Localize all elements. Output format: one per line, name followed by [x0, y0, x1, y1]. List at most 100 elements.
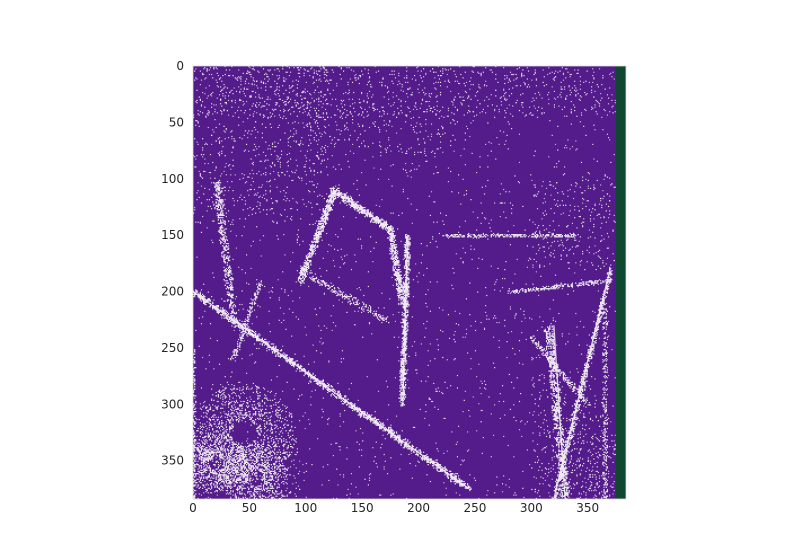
heatmap-cell [271, 343, 274, 345]
heatmap-cell [366, 413, 368, 415]
heatmap-cell [393, 336, 395, 338]
heatmap-cell [255, 96, 257, 98]
heatmap-cell [291, 170, 293, 173]
heatmap-cell [225, 212, 227, 214]
heatmap-cell [538, 224, 540, 227]
heatmap-cell [327, 116, 329, 118]
heatmap-cell [318, 104, 320, 106]
heatmap-cell [258, 208, 260, 210]
heatmap-cell [238, 116, 240, 118]
heatmap-cell [203, 294, 205, 297]
heatmap-cell [333, 393, 336, 395]
heatmap-cell [288, 108, 291, 111]
heatmap-cell [327, 464, 329, 466]
heatmap-cell [241, 290, 243, 292]
heatmap-cell [346, 204, 348, 206]
heatmap-cell [211, 93, 213, 95]
heatmap-cell [196, 199, 198, 201]
heatmap-cell [520, 308, 522, 310]
heatmap-cell [204, 158, 206, 160]
heatmap-cell [196, 473, 198, 475]
heatmap-cell [283, 77, 285, 79]
heatmap-cell [363, 100, 365, 103]
heatmap-cell [412, 129, 415, 131]
heatmap-cell [275, 355, 277, 357]
heatmap-cell [391, 431, 393, 433]
heatmap-cell [443, 467, 445, 469]
heatmap-cell [276, 235, 278, 237]
heatmap-cell [497, 81, 499, 83]
heatmap-cell [194, 138, 196, 140]
heatmap-cell [481, 186, 483, 188]
heatmap-cell [432, 150, 434, 152]
heatmap-cell [578, 98, 580, 100]
heatmap-cell [514, 317, 516, 319]
heatmap-cell [407, 379, 409, 381]
heatmap-cell [587, 171, 589, 174]
heatmap-cell [446, 387, 448, 389]
heatmap-cell [251, 162, 253, 165]
heatmap-cell [418, 84, 420, 86]
heatmap-cell [363, 140, 365, 142]
heatmap-cell [194, 296, 196, 298]
heatmap-cell [406, 442, 408, 444]
heatmap-cell [481, 111, 483, 113]
heatmap-cell [304, 69, 306, 71]
heatmap-cell [404, 162, 407, 165]
heatmap-cell [313, 174, 315, 176]
heatmap-cell [446, 359, 448, 361]
heatmap-cell [330, 394, 332, 396]
heatmap-cell [538, 244, 540, 246]
heatmap-cell [313, 91, 315, 94]
heatmap-cell [514, 315, 516, 317]
heatmap-cell [403, 77, 406, 79]
heatmap-cell [308, 376, 310, 378]
heatmap-cell [205, 87, 207, 89]
heatmap-cell [361, 413, 363, 415]
heatmap-cell [417, 70, 419, 72]
heatmap-cell [394, 439, 397, 441]
heatmap-cell [516, 377, 518, 379]
heatmap-cell [549, 254, 551, 256]
heatmap-cell [561, 200, 563, 202]
heatmap-cell [276, 376, 278, 378]
heatmap-cell [261, 478, 263, 480]
heatmap-cell [568, 249, 570, 251]
heatmap-cell [324, 132, 327, 134]
heatmap-cell [349, 402, 351, 404]
heatmap-cell [372, 107, 374, 109]
heatmap-cell [243, 226, 245, 228]
heatmap-cell [589, 451, 592, 453]
heatmap-cell [256, 316, 258, 318]
heatmap-cell [472, 71, 474, 73]
heatmap-cell [278, 299, 280, 301]
heatmap-cell [207, 162, 209, 165]
heatmap-cell [197, 190, 199, 192]
heatmap-cell [487, 238, 489, 240]
heatmap-cell [470, 122, 472, 124]
heatmap-cell [529, 257, 531, 259]
heatmap-cell [338, 391, 340, 394]
heatmap-cell [230, 320, 232, 323]
heatmap-cell [283, 115, 285, 117]
heatmap-cell [370, 418, 372, 421]
heatmap-cell [499, 97, 501, 99]
heatmap-cell [223, 317, 225, 319]
heatmap-cell [603, 178, 605, 180]
heatmap-cell [382, 423, 384, 425]
heatmap-cell [459, 485, 461, 487]
heatmap-cell [557, 71, 559, 73]
heatmap-cell [539, 316, 541, 318]
heatmap-cell [309, 191, 311, 193]
heatmap-cell [513, 456, 515, 458]
heatmap-cell [386, 418, 389, 421]
heatmap-cell [249, 95, 251, 97]
heatmap-cell [354, 407, 356, 409]
heatmap-cell [398, 360, 400, 362]
heatmap-cell [298, 365, 301, 368]
heatmap-cell [543, 250, 545, 253]
heatmap-cell [340, 256, 342, 258]
heatmap-cell [504, 268, 506, 271]
heatmap-cell [368, 418, 371, 421]
heatmap-cell [364, 416, 366, 418]
